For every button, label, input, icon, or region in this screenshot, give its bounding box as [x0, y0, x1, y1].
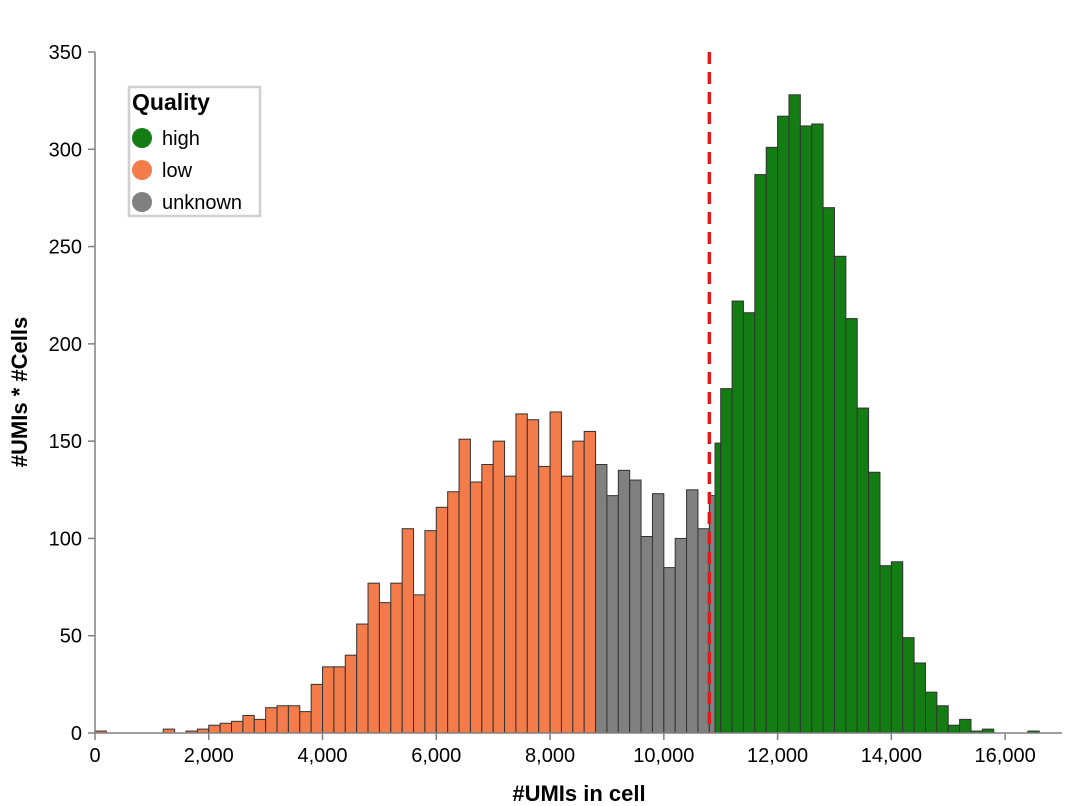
bar-high — [913, 662, 926, 734]
legend-title: Quality — [132, 89, 210, 115]
bar-low — [560, 475, 574, 734]
x-axis: 0 2,000 4,000 6,000 8,000 10,000 12,000 14,000 1… — [89, 732, 1062, 767]
bar-low — [583, 430, 597, 734]
x-tick-label: 0 — [89, 745, 100, 767]
bar-low — [549, 411, 562, 734]
bar-unknown — [686, 489, 699, 734]
bar-low — [538, 465, 551, 734]
bar-low — [401, 528, 415, 734]
bar-low — [526, 419, 540, 734]
bar-low — [413, 594, 426, 734]
bar-high — [890, 561, 904, 734]
legend: Quality high low unknown — [127, 85, 262, 218]
bar-high — [902, 637, 915, 734]
bar-high — [833, 255, 847, 734]
bar-low — [253, 718, 267, 734]
bar-low — [378, 602, 392, 734]
bar-unknown — [617, 469, 631, 734]
bar-high — [742, 312, 756, 734]
legend-label-low: low — [162, 160, 193, 182]
bar-low — [344, 654, 358, 734]
bar-low — [276, 705, 289, 734]
bar-low — [447, 491, 460, 734]
bar-high — [822, 207, 835, 734]
bar-high — [936, 705, 949, 734]
x-tick-label: 6,000 — [411, 745, 461, 767]
bar-high — [754, 174, 767, 734]
bar-low — [310, 683, 324, 734]
legend-marker-high — [132, 128, 152, 148]
bar-low — [265, 707, 278, 734]
bar-unknown — [629, 479, 642, 734]
y-tick-label: 0 — [71, 723, 82, 745]
bar-high — [811, 123, 824, 734]
y-tick-label: 300 — [49, 139, 82, 161]
y-tick-label: 100 — [49, 528, 82, 550]
bar-unknown — [651, 493, 665, 734]
bar-low — [208, 724, 221, 734]
bar-low — [492, 440, 506, 734]
bar-low — [242, 714, 255, 734]
bar-low — [231, 720, 244, 734]
bar-high — [947, 724, 961, 734]
bar-low — [572, 440, 585, 734]
bar-high — [731, 300, 744, 734]
bar-low — [424, 530, 437, 734]
bar-low — [390, 582, 403, 734]
bar-high — [879, 565, 892, 734]
bar-low — [299, 711, 312, 734]
legend-marker-unknown — [132, 192, 152, 212]
bar-low — [219, 722, 233, 734]
bar-low — [367, 582, 380, 734]
bar-unknown — [663, 567, 676, 734]
bar-high — [799, 125, 813, 734]
x-tick-label: 4,000 — [297, 745, 347, 767]
bar-unknown — [674, 537, 688, 734]
x-axis-title: #UMIs in cell — [512, 781, 645, 806]
bar-high — [845, 318, 858, 734]
bar-high — [720, 388, 733, 734]
bar-low — [333, 666, 346, 734]
legend-box — [127, 85, 262, 218]
y-tick-label: 50 — [60, 626, 82, 648]
bar-high — [788, 94, 801, 734]
y-tick-label: 200 — [49, 334, 82, 356]
bar-low — [504, 475, 517, 734]
bar-unknown — [640, 535, 653, 734]
bar-low — [435, 506, 449, 734]
x-tick-label: 8,000 — [525, 745, 575, 767]
bar-high — [765, 146, 779, 734]
y-tick-label: 350 — [49, 42, 82, 64]
x-tick-label: 2,000 — [184, 745, 234, 767]
bar-high — [868, 471, 881, 734]
y-axis-title: #UMIs * #Cells — [7, 317, 32, 467]
bar-low — [287, 705, 301, 734]
x-tick-label: 16,000 — [975, 745, 1036, 767]
bar-low — [469, 481, 483, 734]
bar-low — [515, 413, 528, 734]
bar-low — [356, 623, 369, 734]
bar-high — [714, 442, 722, 734]
legend-marker-low — [132, 160, 152, 180]
bar-low — [322, 666, 335, 734]
y-axis: 0 50 100 150 200 250 300 350 — [49, 42, 96, 745]
bar-unknown — [606, 495, 619, 734]
y-tick-label: 150 — [49, 431, 82, 453]
y-tick-label: 250 — [49, 237, 82, 259]
bar-high — [856, 407, 870, 734]
legend-label-unknown: unknown — [162, 192, 242, 214]
bar-high — [959, 718, 972, 734]
x-tick-label: 12,000 — [747, 745, 808, 767]
x-tick-label: 10,000 — [633, 745, 694, 767]
bar-high — [777, 115, 790, 734]
bar-high — [924, 691, 938, 734]
legend-label-high: high — [162, 128, 200, 150]
histogram-bars — [94, 94, 1040, 734]
bar-low — [481, 463, 494, 734]
bar-low — [458, 438, 471, 734]
bar-unknown — [595, 463, 608, 734]
x-tick-label: 14,000 — [861, 745, 922, 767]
